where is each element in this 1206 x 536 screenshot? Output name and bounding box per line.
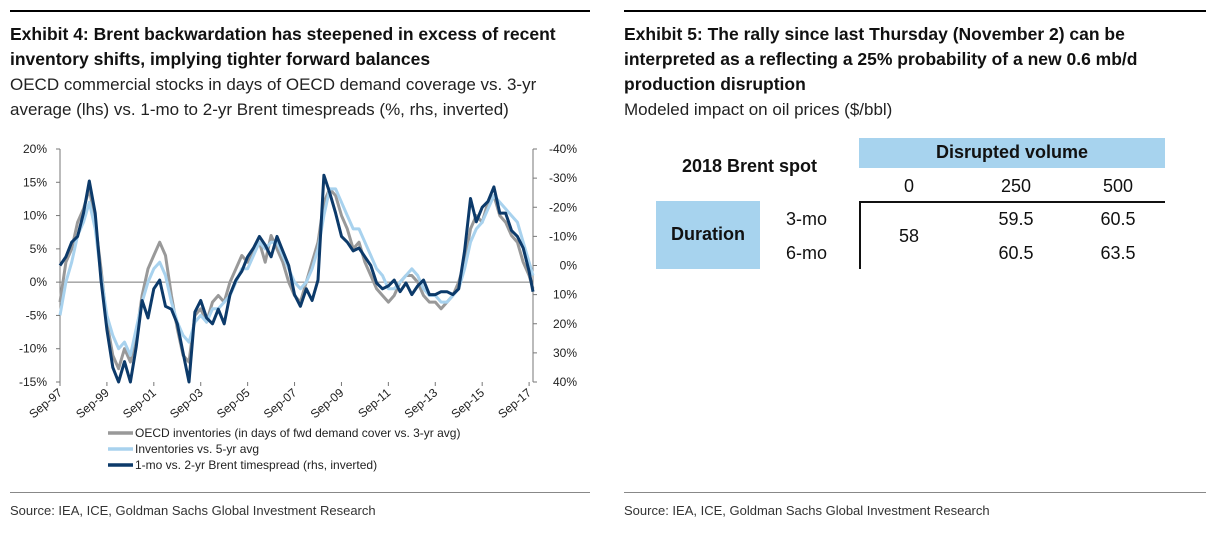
x-tick-label: Sep-17 <box>495 385 534 421</box>
x-tick-label: Sep-03 <box>167 385 206 421</box>
x-tick-label: Sep-97 <box>26 385 65 421</box>
value-3mo-250: 59.5 <box>998 209 1034 229</box>
exhibit-4-title: Exhibit 4: Brent backwardation has steep… <box>10 24 556 69</box>
x-tick-label: Sep-13 <box>402 385 441 421</box>
legend-label-2: Inventories vs. 5-yr avg <box>135 442 259 456</box>
left-y-tick-label: 0% <box>30 275 48 289</box>
left-y-tick-label: 20% <box>23 142 47 156</box>
col-header-500: 500 <box>1102 176 1134 196</box>
x-tick-label: Sep-11 <box>355 385 393 420</box>
x-tick-label: Sep-09 <box>308 385 347 421</box>
right-y-tick-label: -10% <box>549 229 577 243</box>
exhibit-4-source: Source: IEA, ICE, Goldman Sachs Global I… <box>10 503 376 518</box>
table-divider-horizontal <box>859 201 1165 203</box>
base-value: 58 <box>898 226 920 246</box>
x-tick-label: Sep-15 <box>448 385 487 421</box>
row-group-header <box>656 201 760 269</box>
col-header-0: 0 <box>903 176 914 196</box>
right-y-tick-label: 30% <box>553 346 577 360</box>
right-y-tick-label: -20% <box>549 200 577 214</box>
legend-label-1: OECD inventories (in days of fwd demand … <box>135 426 460 440</box>
bottom-rule <box>10 492 590 493</box>
top-rule <box>10 10 590 12</box>
price-impact-table: 2018 Brent spot Disrupted volume 0 250 5… <box>614 0 1206 300</box>
right-y-tick-label: 0% <box>560 259 578 273</box>
right-y-tick-label: -40% <box>549 142 577 156</box>
exhibit-4-panel: Exhibit 4: Brent backwardation has steep… <box>0 0 600 536</box>
left-y-tick-label: 15% <box>23 175 47 189</box>
left-y-tick-label: -15% <box>19 375 47 389</box>
x-tick-label: Sep-01 <box>120 385 159 421</box>
legend-label-3: 1-mo vs. 2-yr Brent timespread (rhs, inv… <box>135 458 377 472</box>
row-group-label: Duration <box>671 224 745 244</box>
value-3mo-500: 60.5 <box>1100 209 1136 229</box>
x-tick-label: Sep-05 <box>214 385 253 421</box>
right-y-tick-label: 40% <box>553 375 577 389</box>
left-y-tick-label: -10% <box>19 342 47 356</box>
left-y-tick-label: 10% <box>23 209 47 223</box>
right-y-tick-label: 20% <box>553 317 577 331</box>
row-label-3mo: 3-mo <box>786 209 828 229</box>
value-6mo-500: 63.5 <box>1100 243 1136 263</box>
left-y-tick-label: 5% <box>30 242 48 256</box>
col-group-header <box>859 138 1165 168</box>
series-line-3 <box>58 173 535 384</box>
bottom-rule <box>624 492 1206 493</box>
x-tick-label: Sep-99 <box>73 385 112 421</box>
top-rule <box>624 10 1206 12</box>
exhibit-5-source: Source: IEA, ICE, Goldman Sachs Global I… <box>624 503 990 518</box>
exhibit-4-subtitle: OECD commercial stocks in days of OECD d… <box>10 75 537 119</box>
exhibit-5-panel: Exhibit 5: The rally since last Thursday… <box>614 0 1206 536</box>
col-group-label: Disrupted volume <box>935 142 1089 162</box>
col-header-250: 250 <box>1000 176 1032 196</box>
exhibit-5-title: Exhibit 5: The rally since last Thursday… <box>624 24 1138 94</box>
exhibit-5-subtitle: Modeled impact on oil prices ($/bbl) <box>624 100 893 119</box>
timespread-chart: 20% 15% 10% 5% 0% -5% -10% -15% -40% -30% -20% -10%… <box>19 142 578 472</box>
corner-label: 2018 Brent spot <box>682 156 818 176</box>
value-6mo-250: 60.5 <box>998 243 1034 263</box>
row-label-6mo: 6-mo <box>786 243 828 263</box>
right-y-tick-label: -30% <box>549 171 577 185</box>
x-tick-label: Sep-07 <box>261 385 300 421</box>
right-y-tick-label: 10% <box>553 288 577 302</box>
left-y-tick-label: -5% <box>26 308 48 322</box>
table-divider-vertical <box>859 201 861 269</box>
